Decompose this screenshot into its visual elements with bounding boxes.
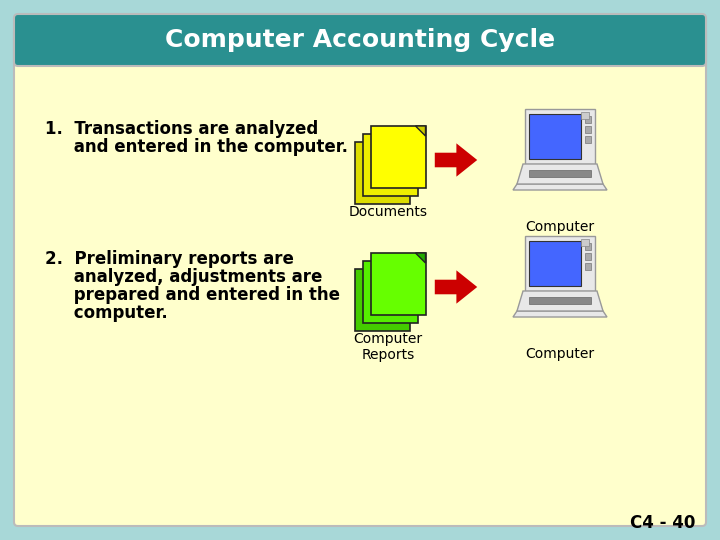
Polygon shape <box>415 126 426 136</box>
Polygon shape <box>400 142 410 152</box>
Polygon shape <box>513 184 607 190</box>
Bar <box>354 142 410 204</box>
Bar <box>581 239 589 246</box>
Bar <box>585 253 591 260</box>
Text: Computer: Computer <box>526 347 595 361</box>
Polygon shape <box>517 164 603 184</box>
FancyBboxPatch shape <box>525 236 595 291</box>
Bar <box>529 241 581 286</box>
Text: and entered in the computer.: and entered in the computer. <box>45 138 348 156</box>
Text: Computer Accounting Cycle: Computer Accounting Cycle <box>165 28 555 52</box>
Bar <box>585 263 591 270</box>
Text: 1.  Transactions are analyzed: 1. Transactions are analyzed <box>45 120 318 138</box>
Polygon shape <box>400 269 410 279</box>
Bar <box>529 114 581 159</box>
Text: C4 - 40: C4 - 40 <box>629 514 695 532</box>
FancyBboxPatch shape <box>525 109 595 164</box>
Polygon shape <box>408 134 418 144</box>
Text: prepared and entered in the: prepared and entered in the <box>45 286 340 304</box>
Bar <box>371 126 426 188</box>
Polygon shape <box>415 253 426 263</box>
Bar <box>362 134 418 196</box>
Polygon shape <box>513 311 607 317</box>
FancyBboxPatch shape <box>14 28 706 526</box>
Text: Documents: Documents <box>348 205 428 219</box>
Bar <box>362 261 418 323</box>
Bar <box>585 116 591 123</box>
Polygon shape <box>517 291 603 311</box>
Bar <box>585 243 591 250</box>
Text: 2.  Preliminary reports are: 2. Preliminary reports are <box>45 250 294 268</box>
Text: computer.: computer. <box>45 304 168 322</box>
Bar <box>585 126 591 133</box>
Polygon shape <box>408 261 418 271</box>
Bar <box>371 253 426 315</box>
Bar <box>529 297 591 304</box>
Bar <box>354 269 410 331</box>
Text: Computer: Computer <box>526 220 595 234</box>
Text: Computer
Reports: Computer Reports <box>354 332 423 362</box>
Bar <box>585 136 591 143</box>
Text: analyzed, adjustments are: analyzed, adjustments are <box>45 268 323 286</box>
Bar <box>529 170 591 177</box>
Bar <box>581 112 589 119</box>
FancyBboxPatch shape <box>14 14 706 66</box>
